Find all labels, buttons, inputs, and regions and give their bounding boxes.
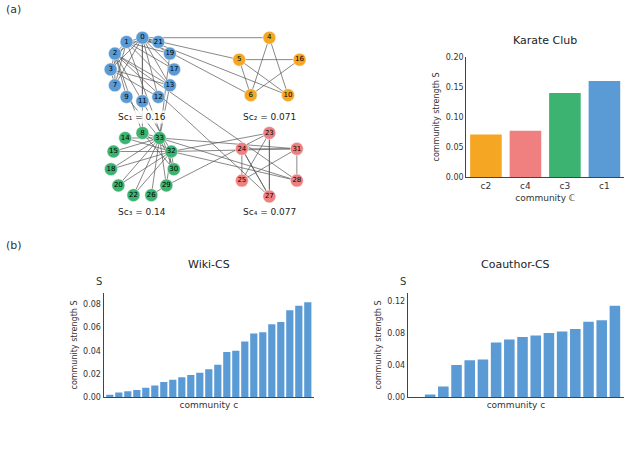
svg-text:15: 15 [109, 147, 118, 155]
svg-text:33: 33 [155, 134, 164, 142]
svg-text:Karate Club: Karate Club [513, 34, 577, 47]
svg-text:(b): (b) [6, 239, 22, 252]
svg-text:S: S [96, 276, 102, 287]
svg-text:19: 19 [165, 49, 174, 57]
svg-text:29: 29 [162, 181, 171, 189]
svg-text:0.20: 0.20 [446, 53, 464, 62]
svg-text:community strength S: community strength S [70, 301, 79, 390]
svg-text:31: 31 [292, 145, 301, 153]
svg-text:0.15: 0.15 [446, 83, 464, 92]
svg-text:8: 8 [140, 129, 144, 137]
svg-text:20: 20 [114, 181, 123, 189]
svg-text:0.05: 0.05 [446, 143, 464, 152]
svg-text:community strength S: community strength S [374, 301, 383, 390]
svg-text:(a): (a) [6, 3, 21, 16]
svg-text:13: 13 [165, 81, 174, 89]
svg-text:10: 10 [284, 91, 293, 99]
svg-text:0.06: 0.06 [83, 323, 101, 332]
svg-text:23: 23 [265, 129, 274, 137]
svg-text:22: 22 [129, 191, 138, 199]
svg-text:0.12: 0.12 [387, 297, 405, 306]
svg-text:32: 32 [167, 147, 176, 155]
svg-text:24: 24 [237, 145, 246, 153]
svg-text:11: 11 [138, 97, 147, 105]
svg-text:30: 30 [169, 165, 178, 173]
svg-text:0.00: 0.00 [446, 173, 464, 182]
svg-text:28: 28 [292, 176, 301, 184]
svg-text:community ℂ: community ℂ [515, 193, 575, 203]
svg-text:community c: community c [487, 400, 546, 410]
svg-text:Sc₁ = 0.16: Sc₁ = 0.16 [118, 112, 166, 122]
svg-text:0.08: 0.08 [387, 329, 405, 338]
svg-text:0.02: 0.02 [83, 370, 101, 379]
svg-text:0.04: 0.04 [83, 347, 101, 356]
svg-text:c1: c1 [599, 181, 610, 191]
svg-text:0.00: 0.00 [387, 393, 405, 402]
svg-text:16: 16 [295, 55, 304, 63]
svg-text:Sc₄ = 0.077: Sc₄ = 0.077 [243, 207, 296, 217]
svg-text:18: 18 [106, 165, 115, 173]
svg-text:4: 4 [267, 33, 272, 41]
svg-text:7: 7 [113, 81, 117, 89]
svg-text:3: 3 [108, 65, 112, 73]
svg-text:community strength S: community strength S [432, 73, 441, 162]
svg-text:25: 25 [237, 176, 246, 184]
svg-text:Sc₂ = 0.071: Sc₂ = 0.071 [243, 112, 296, 122]
svg-text:Coauthor-CS: Coauthor-CS [481, 258, 550, 271]
svg-text:0.08: 0.08 [83, 300, 101, 309]
svg-text:Wiki-CS: Wiki-CS [188, 258, 230, 271]
svg-text:26: 26 [147, 191, 156, 199]
svg-text:9: 9 [124, 93, 128, 101]
svg-text:12: 12 [154, 93, 163, 101]
svg-text:27: 27 [265, 192, 274, 200]
svg-text:21: 21 [154, 38, 163, 46]
svg-text:0.10: 0.10 [446, 113, 464, 122]
svg-text:1: 1 [124, 38, 128, 46]
svg-text:0.04: 0.04 [387, 361, 405, 370]
svg-text:S: S [400, 276, 406, 287]
svg-text:Sc₃ = 0.14: Sc₃ = 0.14 [118, 207, 166, 217]
svg-text:c4: c4 [520, 181, 531, 191]
svg-text:2: 2 [113, 49, 117, 57]
svg-text:c2: c2 [481, 181, 492, 191]
svg-text:0.00: 0.00 [83, 393, 101, 402]
svg-text:17: 17 [170, 65, 179, 73]
svg-text:c3: c3 [560, 181, 571, 191]
svg-text:0: 0 [140, 33, 144, 41]
svg-text:community c: community c [180, 400, 239, 410]
svg-text:14: 14 [121, 134, 130, 142]
svg-text:5: 5 [237, 55, 241, 63]
svg-text:6: 6 [248, 91, 253, 99]
